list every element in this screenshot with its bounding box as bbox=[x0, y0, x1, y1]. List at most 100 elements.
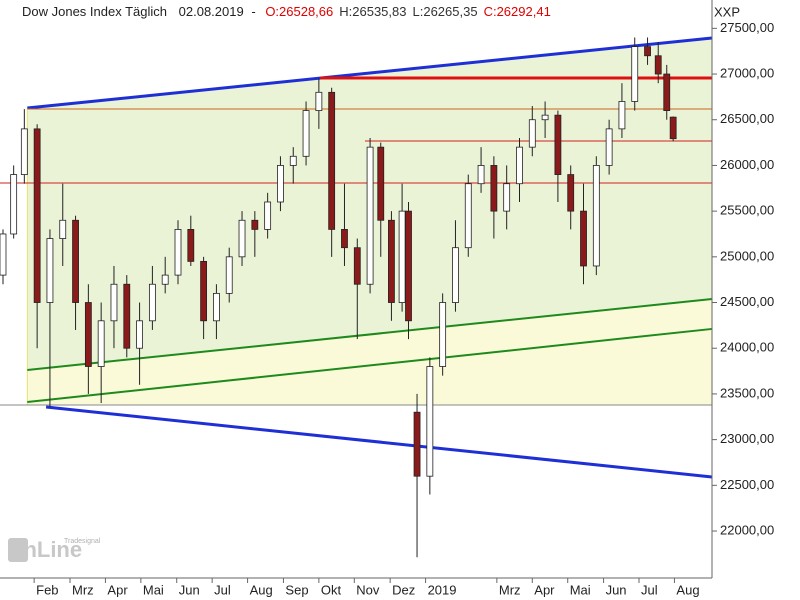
candle-body bbox=[426, 366, 434, 477]
candle-body bbox=[580, 210, 587, 267]
candle-body bbox=[328, 91, 336, 230]
x-tick-label: Okt bbox=[321, 582, 342, 597]
y-tick-label: 22500,00 bbox=[720, 477, 774, 492]
separator: - bbox=[251, 4, 255, 19]
y-tick-label: 27500,00 bbox=[720, 20, 774, 35]
symbol: XXP bbox=[714, 4, 740, 19]
candle-body bbox=[413, 411, 421, 477]
trend-line bbox=[27, 297, 713, 371]
candle-body bbox=[528, 119, 536, 148]
y-tick-label: 24000,00 bbox=[720, 340, 774, 355]
candle-body bbox=[174, 229, 182, 276]
trend-line bbox=[27, 36, 713, 110]
candle-body bbox=[516, 146, 523, 185]
ohlc-label: H:26535,83 bbox=[339, 4, 406, 19]
x-tick-label: Jun bbox=[606, 582, 627, 597]
y-tick-label: 22000,00 bbox=[720, 522, 774, 537]
candle-body bbox=[161, 274, 169, 285]
candle-body bbox=[541, 114, 549, 121]
y-tick-label: 26500,00 bbox=[720, 111, 774, 126]
candle-body bbox=[289, 155, 297, 166]
candle-body bbox=[388, 219, 395, 303]
candle-body bbox=[20, 128, 28, 175]
candle-body bbox=[302, 110, 310, 157]
x-tick-label: Jun bbox=[179, 582, 200, 597]
y-tick-label: 23000,00 bbox=[720, 431, 774, 446]
candle-body bbox=[123, 283, 131, 349]
candle-body bbox=[251, 219, 259, 230]
x-tick-label: Feb bbox=[36, 582, 58, 597]
candle-body bbox=[84, 302, 92, 367]
candle-body bbox=[377, 146, 385, 221]
candle-body bbox=[72, 219, 79, 303]
y-tick-label: 24500,00 bbox=[720, 294, 774, 309]
x-tick-label: Sep bbox=[285, 582, 308, 597]
candle-body bbox=[59, 219, 67, 239]
candle-body bbox=[97, 320, 105, 367]
y-tick-label: 25000,00 bbox=[720, 248, 774, 263]
logo-box bbox=[8, 538, 28, 562]
logo: onLine bbox=[10, 537, 82, 562]
candle-body bbox=[490, 165, 498, 212]
x-tick-label: Apr bbox=[107, 582, 128, 597]
candle-body bbox=[631, 46, 639, 102]
candle-body bbox=[663, 73, 671, 111]
trend-line bbox=[27, 327, 713, 403]
candle-body bbox=[46, 238, 54, 303]
candle-body bbox=[452, 247, 459, 303]
x-tick-label: 2019 bbox=[428, 582, 457, 597]
candle-body bbox=[405, 210, 412, 322]
chart-header: Dow Jones Index Täglich 02.08.2019 - O:2… bbox=[22, 4, 551, 19]
y-tick-label: 25500,00 bbox=[720, 203, 774, 218]
x-tick-label: Jul bbox=[214, 582, 231, 597]
x-tick-label: Mrz bbox=[499, 582, 521, 597]
candle-body bbox=[264, 201, 272, 230]
x-tick-label: Mrz bbox=[72, 582, 94, 597]
candle-body bbox=[10, 174, 18, 235]
candle-body bbox=[200, 260, 208, 322]
candle-body bbox=[366, 146, 374, 285]
candle-body bbox=[277, 165, 284, 203]
ohlc-label: L:26265,35 bbox=[413, 4, 478, 19]
candle-body bbox=[353, 247, 361, 285]
candle-body bbox=[136, 320, 143, 349]
chart-title: Dow Jones Index Täglich bbox=[22, 4, 167, 19]
candle-body bbox=[477, 165, 485, 185]
candle-body bbox=[464, 183, 472, 249]
x-tick-label: Mai bbox=[143, 582, 164, 597]
ohlc-label: C:26292,41 bbox=[484, 4, 551, 19]
candle-body bbox=[644, 46, 651, 57]
x-tick-label: Dez bbox=[392, 582, 415, 597]
candle-body bbox=[618, 101, 626, 130]
candle-body bbox=[187, 229, 195, 262]
trend-line bbox=[45, 405, 713, 479]
candle-body bbox=[654, 55, 662, 75]
candle-body bbox=[503, 183, 511, 212]
candle-body bbox=[148, 283, 156, 322]
candle-body bbox=[225, 256, 233, 294]
candle-body bbox=[238, 219, 246, 258]
lower-shade bbox=[27, 298, 712, 405]
chart-date: 02.08.2019 bbox=[179, 4, 244, 19]
candle-body bbox=[0, 233, 7, 276]
candle-body bbox=[567, 174, 575, 212]
y-tick-label: 27000,00 bbox=[720, 65, 774, 80]
candle-body bbox=[554, 114, 562, 175]
candle-body bbox=[669, 116, 677, 140]
candle-body bbox=[439, 302, 447, 367]
candle-body bbox=[315, 91, 323, 111]
candle-body bbox=[341, 229, 348, 249]
candle-body bbox=[110, 283, 118, 322]
candle-body bbox=[592, 165, 600, 267]
x-tick-label: Mai bbox=[570, 582, 591, 597]
plot-area bbox=[0, 36, 713, 558]
x-tick-label: Aug bbox=[676, 582, 699, 597]
x-tick-label: Apr bbox=[534, 582, 555, 597]
x-tick-label: Jul bbox=[641, 582, 658, 597]
candle-body bbox=[605, 128, 613, 166]
candle-body bbox=[213, 292, 220, 322]
x-tick-label: Nov bbox=[356, 582, 380, 597]
candle-body bbox=[33, 128, 41, 303]
y-tick-label: 26000,00 bbox=[720, 157, 774, 172]
